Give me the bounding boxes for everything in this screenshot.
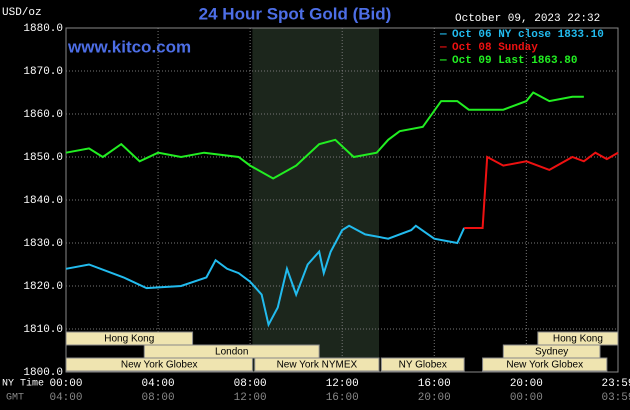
timestamp: October 09, 2023 22:32	[455, 13, 600, 25]
session-box	[380, 357, 465, 372]
session-label: Hong Kong	[104, 334, 154, 345]
x-tick-label: 23:59	[601, 378, 630, 390]
session-label: London	[215, 347, 248, 358]
session-label: Sydney	[535, 347, 568, 358]
session-label: Hong Kong	[553, 334, 603, 345]
legend-entry: Oct 09 Last 1863.80	[452, 55, 577, 67]
y-tick-label: 1820.0	[23, 281, 63, 293]
x2-tick-label: 08:00	[142, 392, 175, 404]
x-tick-label: 12:00	[326, 378, 359, 390]
session-box	[65, 331, 194, 346]
y-tick-label: 1850.0	[23, 152, 63, 164]
session-box	[65, 357, 253, 372]
plot-border	[65, 27, 619, 373]
y-tick-label: 1870.0	[23, 66, 63, 78]
x2-tick-label: 03:59	[601, 392, 630, 404]
session-box	[254, 357, 380, 372]
x2-tick-label: 00:00	[510, 392, 543, 404]
x-tick-label: 08:00	[234, 378, 267, 390]
x2-tick-label: 20:00	[418, 392, 451, 404]
unit-label: USD/oz	[2, 7, 42, 19]
x2-tick-label: 04:00	[49, 392, 82, 404]
legend-marker: —	[439, 42, 447, 54]
x2-axis-label: GMT	[6, 393, 24, 404]
y-tick-label: 1810.0	[23, 324, 63, 336]
x-tick-label: 16:00	[418, 378, 451, 390]
session-label: NY Globex	[399, 360, 447, 371]
y-tick-label: 1840.0	[23, 195, 63, 207]
price-line	[65, 224, 466, 328]
x-tick-label: 04:00	[142, 378, 175, 390]
session-label: New York Globex	[121, 360, 198, 371]
website[interactable]: www.kitco.com	[67, 37, 191, 56]
session-label: New York Globex	[506, 360, 583, 371]
legend-marker: —	[439, 29, 447, 41]
x2-tick-label: 12:00	[234, 392, 267, 404]
session-label: New York NYMEX	[277, 360, 358, 371]
legend-entry: Oct 08 Sunday	[452, 42, 538, 54]
y-tick-label: 1860.0	[23, 109, 63, 121]
session-box	[482, 357, 608, 372]
price-line	[464, 151, 619, 229]
legend-entry: Oct 06 NY close 1833.10	[452, 29, 604, 41]
y-tick-label: 1830.0	[23, 238, 63, 250]
x-tick-label: 20:00	[510, 378, 543, 390]
price-line	[65, 91, 584, 180]
y-tick-label: 1800.0	[23, 367, 63, 379]
x2-tick-label: 16:00	[326, 392, 359, 404]
x-axis-label: NY Time	[2, 378, 44, 390]
y-tick-label: 1880.0	[23, 23, 63, 35]
x-tick-label: 00:00	[49, 378, 82, 390]
legend-marker: —	[439, 55, 447, 67]
chart-title: 24 Hour Spot Gold (Bid)	[199, 4, 392, 23]
